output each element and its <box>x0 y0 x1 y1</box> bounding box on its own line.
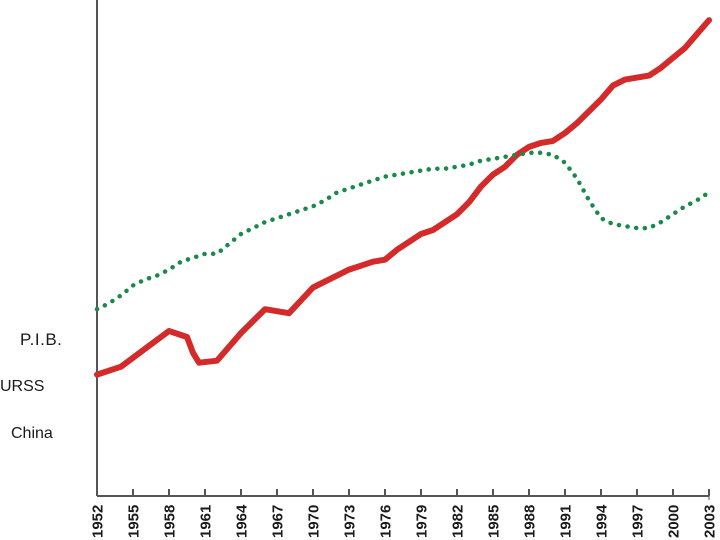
x-tick-label-1982: 1982 <box>450 505 467 538</box>
x-tick-label-1970: 1970 <box>306 505 323 538</box>
x-tick-label-2003: 2003 <box>702 505 719 538</box>
series-label-china: China <box>11 425 53 442</box>
x-tick-label-1958: 1958 <box>162 505 179 538</box>
x-tick-label-1985: 1985 <box>486 505 503 538</box>
x-tick-label-1955: 1955 <box>126 505 143 538</box>
series-line-china <box>94 17 712 378</box>
series-line-urss <box>94 150 712 312</box>
x-tick-label-1991: 1991 <box>558 505 575 538</box>
x-tick-label-1976: 1976 <box>378 505 395 538</box>
x-tick-label-1973: 1973 <box>342 505 359 538</box>
series-layer <box>94 17 712 378</box>
x-tick-label-1952: 1952 <box>90 505 107 538</box>
x-tick-label-1994: 1994 <box>594 504 611 538</box>
x-tick-label-2000: 2000 <box>666 505 683 538</box>
series-label-urss: URSS <box>0 378 45 395</box>
x-tick-label-1964: 1964 <box>234 504 251 538</box>
x-tick-label-1967: 1967 <box>270 505 287 538</box>
x-tick-layer: 1952 1955 1958 1961 1964 1967 1970 1973 1976 1979… <box>90 489 719 538</box>
x-tick-label-1979: 1979 <box>414 505 431 538</box>
x-tick-label-1961: 1961 <box>198 505 215 538</box>
x-tick-label-1988: 1988 <box>522 505 539 538</box>
y-axis-label: P.I.B. <box>20 330 63 349</box>
x-tick-label-1997: 1997 <box>630 505 647 538</box>
